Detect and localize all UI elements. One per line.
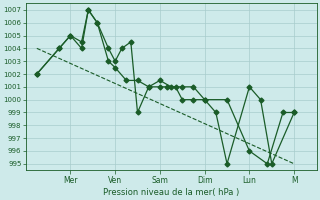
X-axis label: Pression niveau de la mer( hPa ): Pression niveau de la mer( hPa ) [103,188,239,197]
